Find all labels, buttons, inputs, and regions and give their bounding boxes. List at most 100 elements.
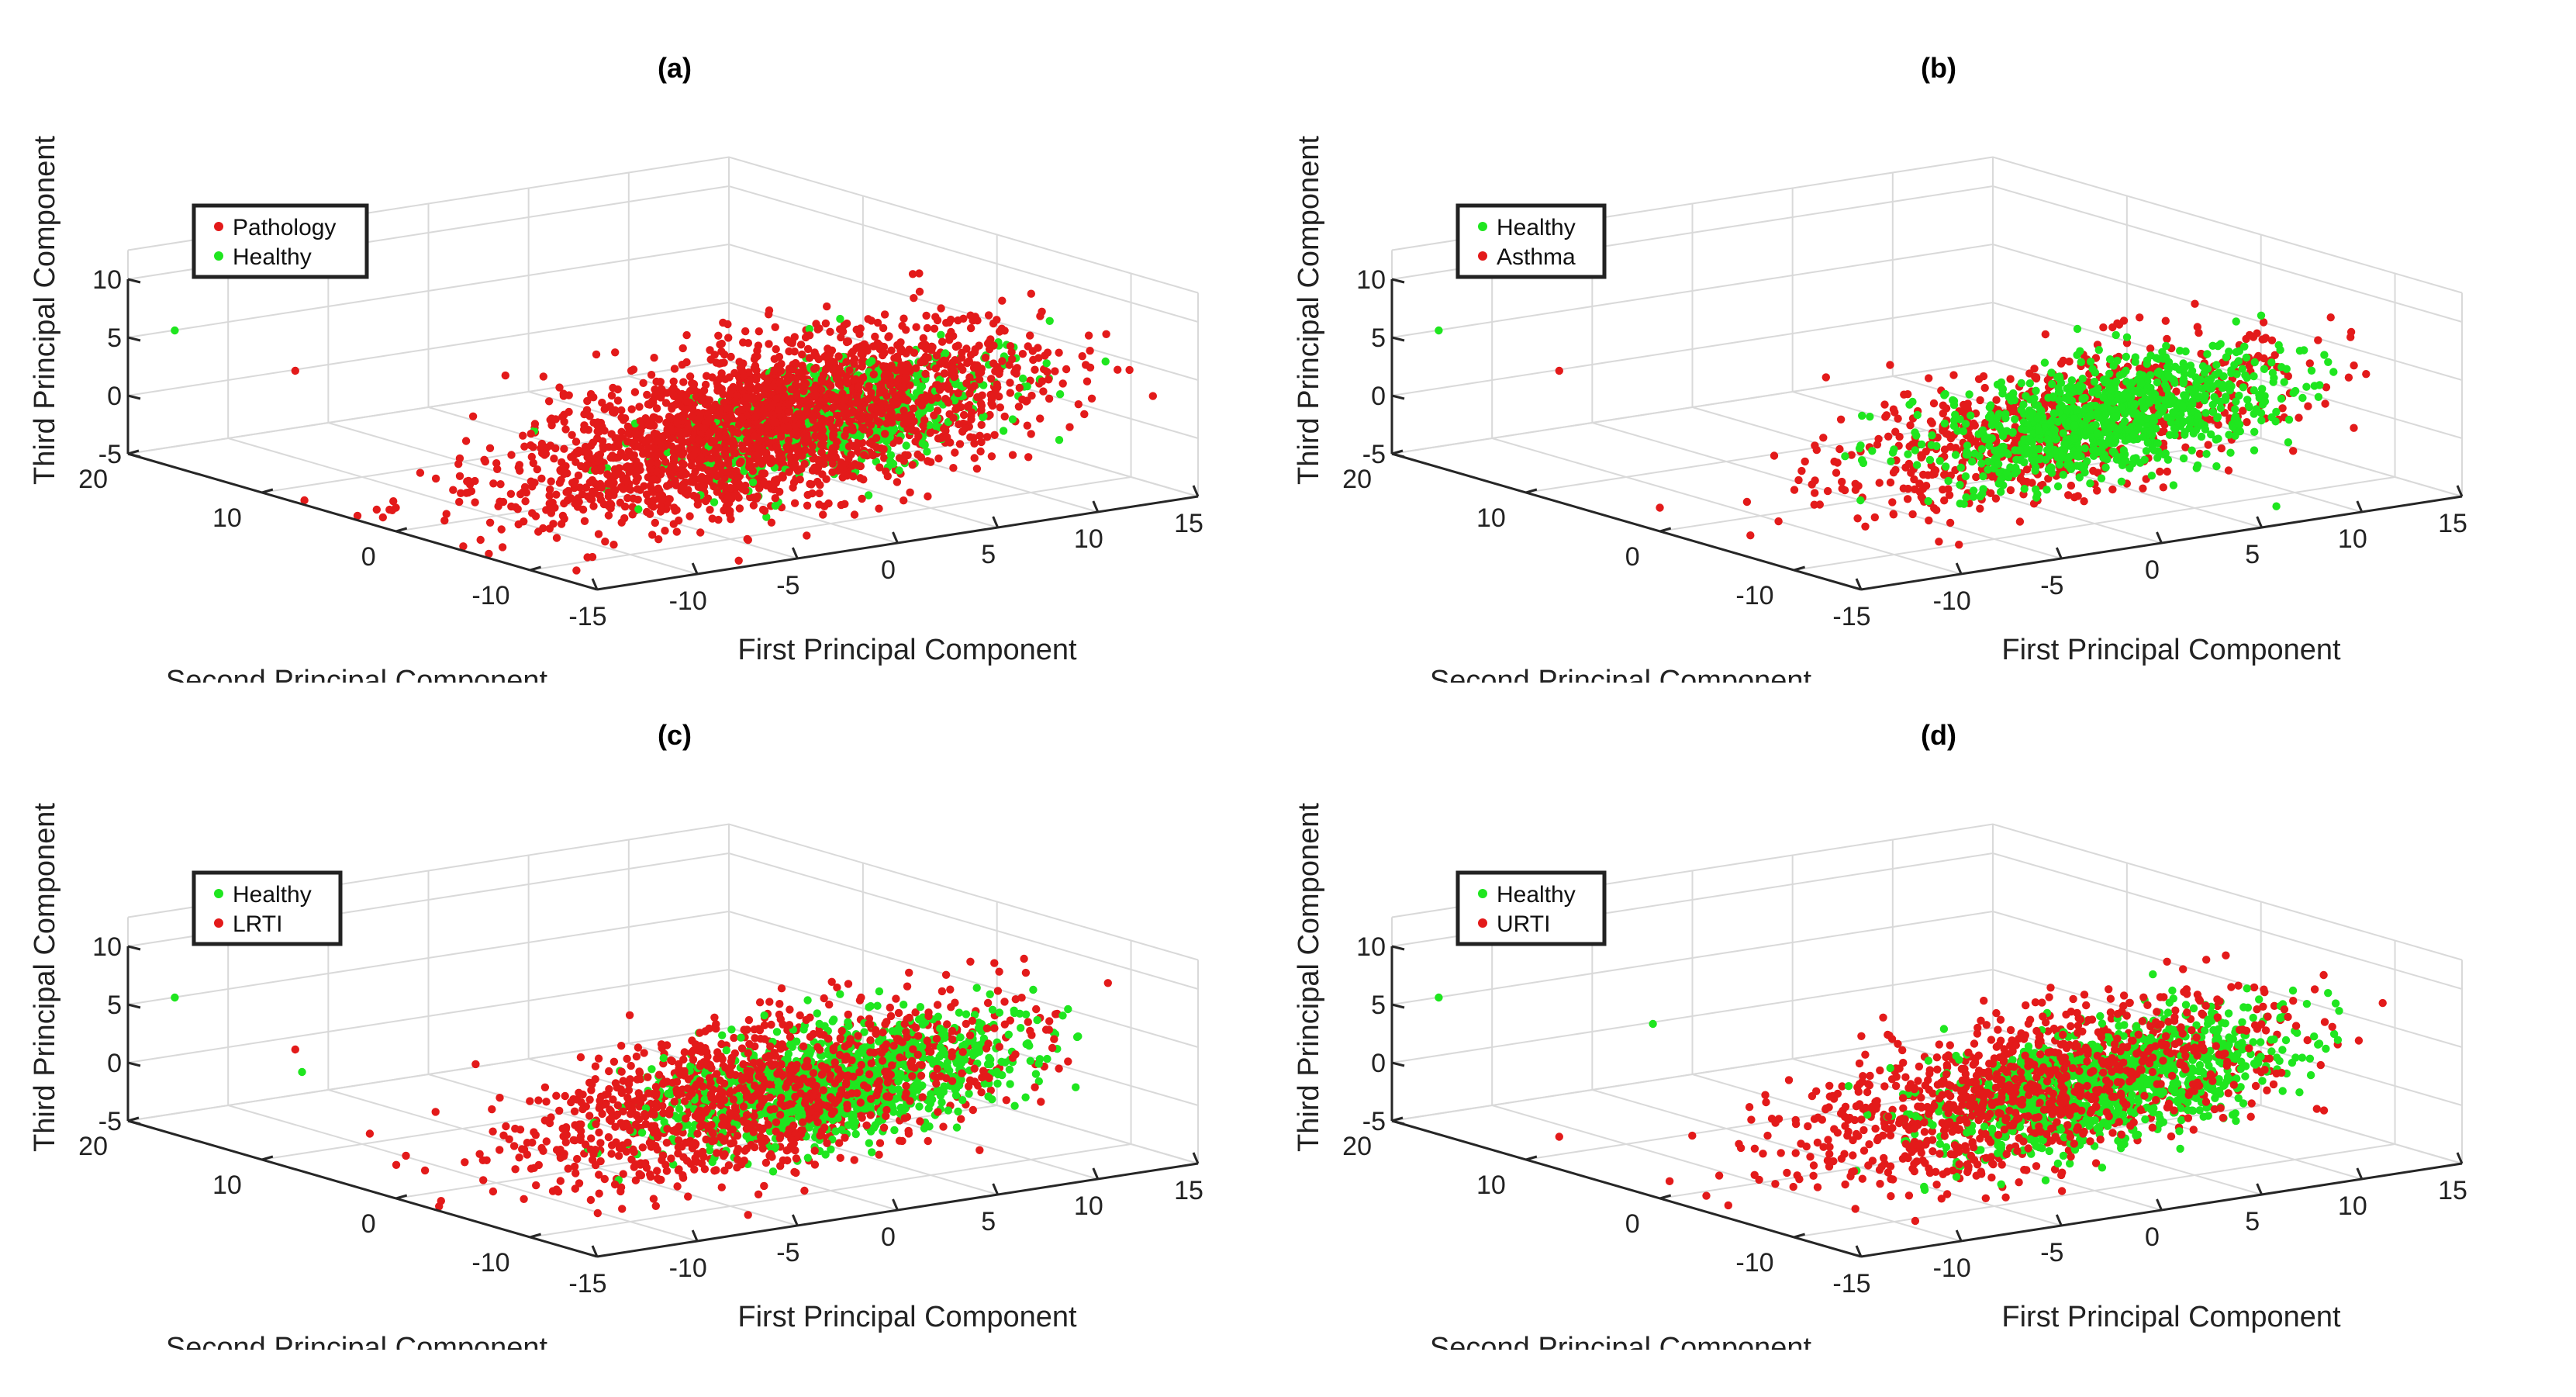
data-point	[921, 341, 930, 349]
data-point	[2011, 415, 2019, 424]
data-point	[2122, 457, 2130, 465]
data-point	[2201, 409, 2210, 417]
data-point	[986, 410, 994, 420]
data-point	[2257, 311, 2266, 320]
data-point	[1853, 514, 1862, 523]
data-point	[599, 500, 609, 509]
data-point	[770, 366, 779, 375]
data-point	[2056, 375, 2064, 383]
data-point	[2025, 434, 2034, 443]
data-point	[631, 429, 640, 437]
data-point	[841, 431, 849, 440]
data-point	[858, 373, 868, 382]
data-point	[1031, 365, 1039, 374]
data-point	[785, 468, 793, 476]
data-point	[1993, 413, 2001, 422]
data-point	[924, 492, 932, 501]
data-point	[736, 481, 744, 489]
data-point	[851, 399, 860, 407]
data-point	[882, 392, 891, 400]
data-point	[858, 351, 867, 359]
data-point	[1811, 489, 1819, 497]
data-point	[1915, 479, 1924, 488]
data-point	[1058, 379, 1067, 388]
data-point	[894, 413, 903, 422]
data-point	[2250, 358, 2259, 367]
data-point	[2085, 404, 2094, 413]
data-point	[682, 469, 690, 479]
data-point	[2020, 458, 2029, 467]
x-tick-label: -10	[669, 586, 707, 616]
data-point	[2179, 454, 2188, 463]
data-point	[768, 382, 778, 391]
data-point	[623, 422, 633, 431]
data-point	[1833, 458, 1842, 467]
data-point	[750, 432, 759, 441]
data-point	[1904, 390, 1912, 399]
data-point	[580, 421, 589, 430]
data-point	[778, 472, 787, 480]
data-point	[2161, 449, 2170, 458]
data-point	[817, 375, 827, 383]
legend-label: Asthma	[1497, 244, 1576, 270]
data-point	[844, 337, 853, 346]
data-point	[999, 427, 1008, 435]
data-point	[2314, 392, 2323, 401]
data-point	[921, 369, 930, 379]
data-point	[654, 535, 663, 544]
data-point	[571, 477, 579, 486]
data-point	[2065, 452, 2074, 462]
data-point	[765, 998, 774, 1006]
data-point	[616, 448, 626, 458]
data-point	[937, 304, 945, 313]
data-point	[1946, 434, 1956, 443]
data-point	[2022, 465, 2032, 474]
data-point	[977, 406, 986, 414]
data-point	[872, 457, 881, 466]
data-point	[1942, 404, 1951, 413]
data-point	[710, 482, 718, 491]
data-point	[1992, 396, 2001, 404]
data-point	[1014, 403, 1024, 411]
data-point	[501, 371, 509, 380]
data-point	[710, 351, 719, 359]
data-point	[2030, 394, 2039, 403]
data-point	[886, 381, 895, 389]
data-point	[1991, 494, 2001, 503]
data-point	[611, 434, 620, 443]
data-point	[464, 476, 473, 486]
data-point	[2117, 477, 2126, 486]
data-point	[570, 483, 578, 493]
data-point	[812, 320, 820, 328]
data-point	[1972, 472, 1980, 482]
data-point	[976, 447, 985, 456]
data-point	[791, 358, 800, 368]
data-point	[2204, 441, 2212, 449]
data-point	[2097, 474, 2106, 482]
data-point	[715, 433, 723, 442]
data-point	[753, 372, 761, 380]
data-point	[801, 445, 810, 455]
z-tick-label: 10	[1356, 265, 1386, 295]
data-point	[912, 378, 920, 386]
data-point	[634, 442, 643, 451]
data-point	[1045, 375, 1053, 384]
data-point	[720, 448, 730, 458]
data-point	[2085, 412, 2094, 420]
data-point	[1742, 497, 1752, 507]
data-point	[685, 512, 694, 520]
data-point	[2162, 384, 2171, 392]
data-point	[941, 427, 950, 435]
data-point	[1997, 487, 2005, 496]
data-point	[1045, 316, 1054, 325]
data-point	[951, 356, 959, 365]
data-point	[1895, 432, 1904, 441]
data-point	[639, 450, 647, 458]
data-point	[2094, 346, 2103, 354]
data-point	[984, 311, 993, 320]
data-point	[1801, 457, 1809, 466]
data-point	[2181, 431, 2189, 439]
data-point	[627, 366, 636, 375]
data-point	[601, 538, 609, 546]
